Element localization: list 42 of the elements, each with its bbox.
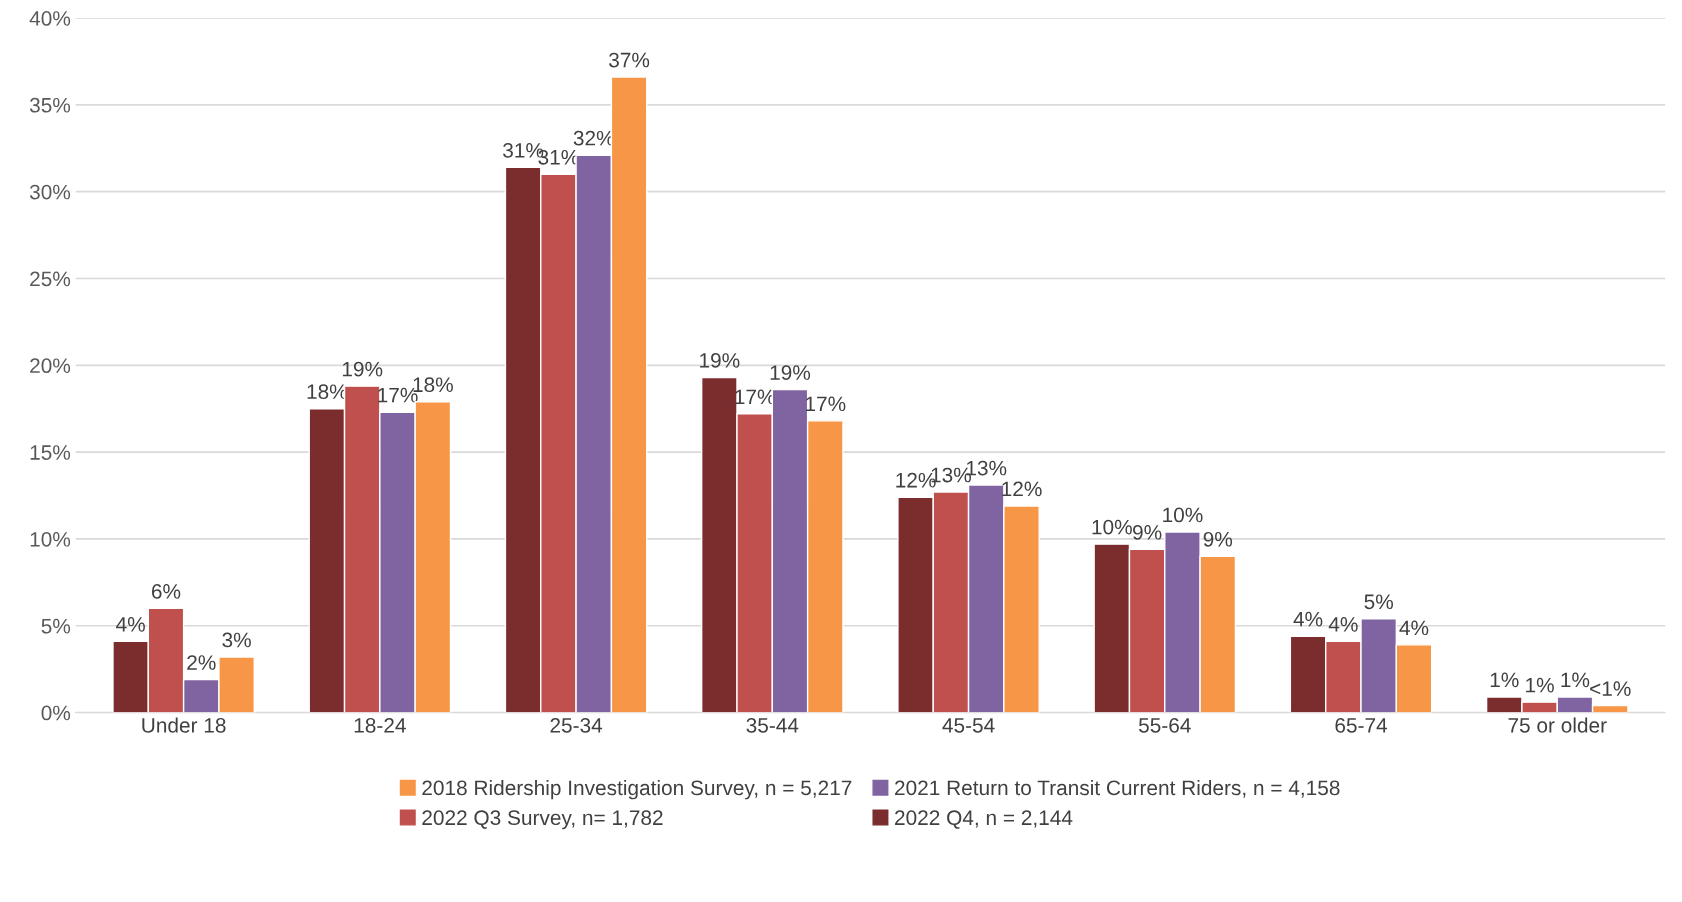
x-tick-label: 35-44 bbox=[746, 717, 799, 733]
y-tick-label: 15% bbox=[30, 445, 71, 460]
data-label: 19% bbox=[700, 353, 740, 368]
legend-label: 2022 Q3 Survey, n= 1,782 bbox=[422, 810, 663, 830]
data-label: 1% bbox=[1490, 672, 1519, 688]
data-label: <1% bbox=[1590, 681, 1631, 696]
x-tick-label: 65-74 bbox=[1335, 717, 1388, 733]
data-label: 10% bbox=[1092, 519, 1132, 535]
y-tick-label: 5% bbox=[41, 618, 71, 634]
data-label: 10% bbox=[1163, 507, 1203, 523]
data-label: 19% bbox=[342, 361, 383, 377]
y-tick-label: 40% bbox=[29, 11, 71, 26]
data-label: 9% bbox=[1203, 531, 1233, 547]
legend-label: 2018 Ridership Investigation Survey, n = 5,217 bbox=[422, 779, 852, 800]
data-label: 9% bbox=[1133, 524, 1162, 540]
data-label: 4% bbox=[1399, 620, 1429, 636]
data-label: 4% bbox=[1328, 617, 1358, 632]
data-label: 2% bbox=[187, 655, 216, 670]
data-label: 3% bbox=[222, 632, 251, 648]
x-tick-label: 55-64 bbox=[1138, 717, 1191, 733]
data-label: 1% bbox=[1561, 672, 1590, 688]
y-tick-label: 25% bbox=[30, 271, 71, 287]
data-label: 5% bbox=[1364, 594, 1393, 610]
x-tick-label: Under 18 bbox=[142, 717, 226, 733]
y-tick-label: 30% bbox=[29, 184, 71, 200]
data-label: 12% bbox=[1002, 481, 1042, 497]
data-label: 4% bbox=[116, 617, 145, 632]
x-tick-label: 75 or older bbox=[1508, 717, 1607, 733]
data-label: 19% bbox=[770, 365, 811, 380]
y-tick-label: 20% bbox=[30, 358, 71, 374]
legend-label: 2022 Q4, n = 2,144 bbox=[895, 810, 1073, 829]
data-label: 6% bbox=[151, 583, 181, 599]
x-tick-label: 25-34 bbox=[550, 717, 603, 733]
data-label: 4% bbox=[1293, 611, 1323, 627]
data-label: 37% bbox=[609, 52, 650, 68]
data-label: 1% bbox=[1526, 677, 1554, 693]
y-tick-label: 10% bbox=[30, 531, 71, 547]
x-tick-label: 18-24 bbox=[354, 717, 406, 733]
x-tick-label: 45-54 bbox=[942, 718, 995, 733]
legend-label: 2021 Return to Transit Current Riders, n = 4,158 bbox=[895, 779, 1340, 798]
y-tick-label: 0% bbox=[41, 705, 71, 721]
y-tick-label: 35% bbox=[29, 97, 71, 113]
